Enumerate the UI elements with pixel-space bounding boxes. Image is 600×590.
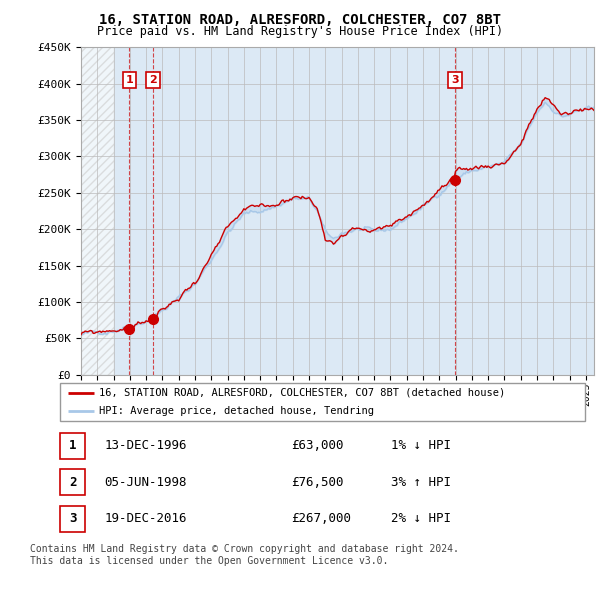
FancyBboxPatch shape [60,433,85,459]
FancyBboxPatch shape [60,382,585,421]
FancyBboxPatch shape [60,469,85,496]
Text: Price paid vs. HM Land Registry's House Price Index (HPI): Price paid vs. HM Land Registry's House … [97,25,503,38]
Text: £267,000: £267,000 [291,512,351,525]
Text: £63,000: £63,000 [291,440,343,453]
Text: £76,500: £76,500 [291,476,343,489]
Text: 3% ↑ HPI: 3% ↑ HPI [391,476,451,489]
Text: 3: 3 [69,512,76,525]
Text: 05-JUN-1998: 05-JUN-1998 [104,476,187,489]
Text: 13-DEC-1996: 13-DEC-1996 [104,440,187,453]
Text: 2% ↓ HPI: 2% ↓ HPI [391,512,451,525]
Text: Contains HM Land Registry data © Crown copyright and database right 2024.
This d: Contains HM Land Registry data © Crown c… [30,544,459,566]
FancyBboxPatch shape [60,506,85,532]
Text: 2: 2 [69,476,76,489]
Text: 1: 1 [125,75,133,85]
Text: 2: 2 [149,75,157,85]
Text: HPI: Average price, detached house, Tendring: HPI: Average price, detached house, Tend… [100,406,374,416]
Text: 16, STATION ROAD, ALRESFORD, COLCHESTER, CO7 8BT (detached house): 16, STATION ROAD, ALRESFORD, COLCHESTER,… [100,388,506,398]
Text: 16, STATION ROAD, ALRESFORD, COLCHESTER, CO7 8BT: 16, STATION ROAD, ALRESFORD, COLCHESTER,… [99,13,501,27]
Bar [81,47,113,375]
Text: 1: 1 [69,440,76,453]
Text: 19-DEC-2016: 19-DEC-2016 [104,512,187,525]
Text: 1% ↓ HPI: 1% ↓ HPI [391,440,451,453]
Text: 3: 3 [451,75,459,85]
